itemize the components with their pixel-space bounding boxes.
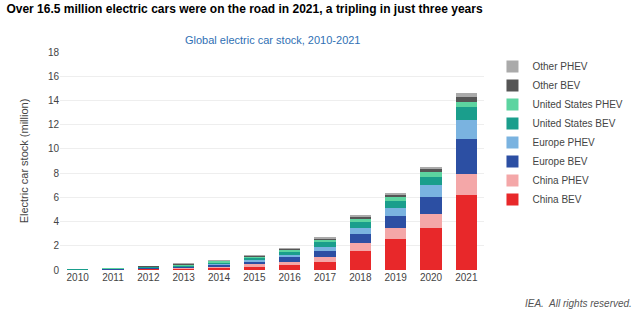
svg-text:IEA. All rights reserved.: IEA. All rights reserved. [525,298,632,309]
svg-text:14: 14 [48,95,60,106]
svg-text:2: 2 [53,240,59,251]
svg-text:2018: 2018 [349,272,372,283]
svg-text:Europe BEV: Europe BEV [532,156,587,167]
svg-text:2016: 2016 [279,272,302,283]
svg-text:6: 6 [53,192,59,203]
svg-text:China BEV: China BEV [532,194,581,205]
svg-text:2021: 2021 [455,272,478,283]
svg-text:8: 8 [53,168,59,179]
svg-text:Other BEV: Other BEV [532,80,580,91]
svg-text:2017: 2017 [314,272,337,283]
svg-text:United States PHEV: United States PHEV [532,99,622,110]
svg-text:United States BEV: United States BEV [532,118,615,129]
svg-text:0: 0 [53,265,59,276]
svg-text:10: 10 [48,143,60,154]
svg-text:Global electric car stock, 201: Global electric car stock, 2010-2021 [185,34,360,46]
svg-text:2019: 2019 [385,272,408,283]
svg-text:2011: 2011 [102,272,124,283]
svg-text:China PHEV: China PHEV [532,175,588,186]
svg-text:12: 12 [48,119,60,130]
svg-text:18: 18 [48,47,60,58]
svg-text:4: 4 [53,216,59,227]
svg-text:2010: 2010 [67,272,90,283]
svg-text:Electric car stock (million): Electric car stock (million) [18,99,30,224]
svg-text:2012: 2012 [137,272,160,283]
svg-text:2014: 2014 [208,272,231,283]
svg-text:16: 16 [48,71,60,82]
svg-text:Over 16.5 million electric car: Over 16.5 million electric cars were on … [6,2,483,16]
svg-text:2013: 2013 [173,272,196,283]
svg-text:Other PHEV: Other PHEV [532,61,587,72]
svg-text:2015: 2015 [243,272,266,283]
svg-text:Europe PHEV: Europe PHEV [532,137,595,148]
svg-text:2020: 2020 [420,272,443,283]
